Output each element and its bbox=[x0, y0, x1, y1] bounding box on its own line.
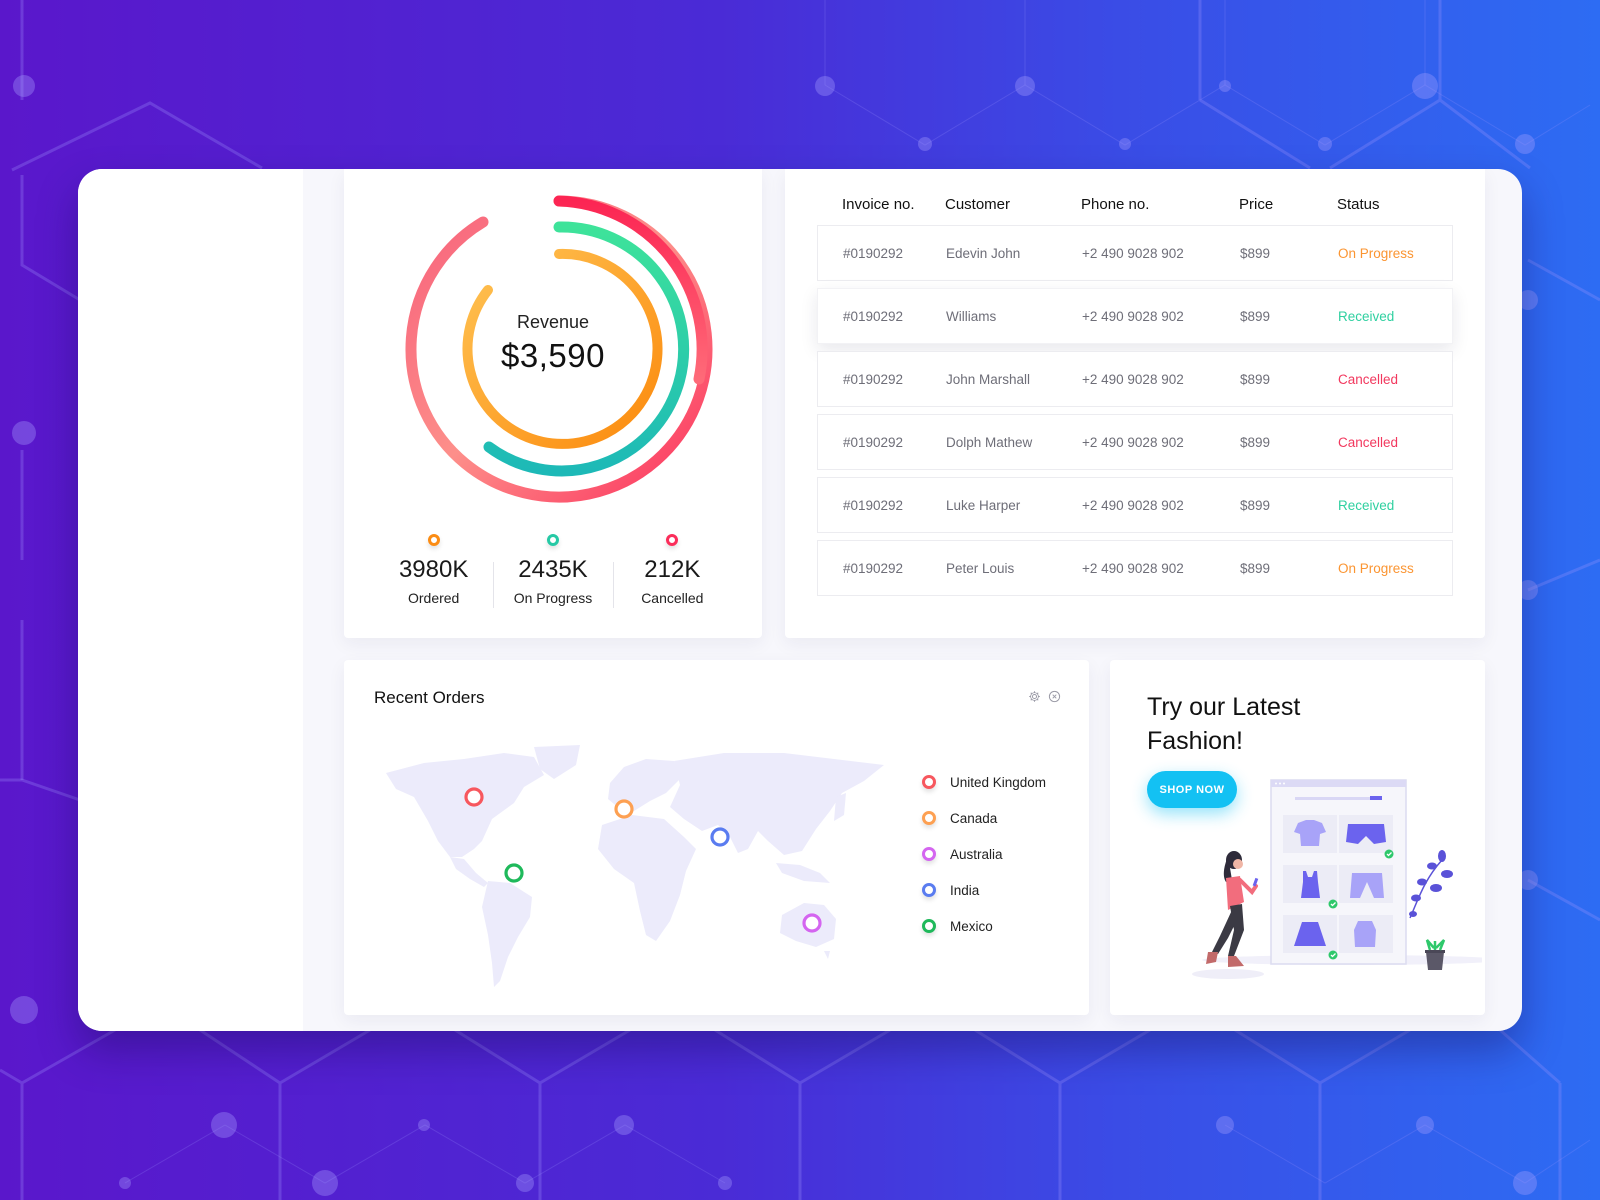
revenue-stats: 3980K Ordered 2435K On Progress 212K Can… bbox=[374, 534, 732, 608]
cell-customer: Williams bbox=[946, 308, 997, 324]
table-header: Invoice no. Customer Phone no. Price Sta… bbox=[817, 196, 1453, 220]
map-legend: United Kingdom Canada Australia India Me… bbox=[922, 764, 1046, 944]
shopping-illustration bbox=[1192, 779, 1482, 979]
marker-icon bbox=[922, 919, 936, 933]
fashion-promo-card: Try our Latest Fashion! SHOP NOW bbox=[1110, 660, 1485, 1015]
legend-label: United Kingdom bbox=[950, 774, 1047, 790]
cell-invoice: #0190292 bbox=[843, 308, 904, 324]
legend-label: India bbox=[950, 882, 980, 898]
column-header-price[interactable]: Price bbox=[1239, 196, 1274, 213]
stat-value: 212K bbox=[644, 556, 701, 583]
cell-phone: +2 490 9028 902 bbox=[1082, 308, 1184, 324]
cell-price: $899 bbox=[1240, 560, 1271, 576]
invoice-table-card: Invoice no. Customer Phone no. Price Sta… bbox=[785, 169, 1485, 638]
on-progress-dot-icon bbox=[546, 534, 559, 546]
cell-price: $899 bbox=[1240, 245, 1271, 261]
cell-invoice: #0190292 bbox=[843, 434, 904, 450]
stat-label: Ordered bbox=[407, 590, 460, 606]
cell-customer: Edevin John bbox=[946, 245, 1021, 261]
legend-item-australia[interactable]: Australia bbox=[922, 836, 1046, 872]
cell-phone: +2 490 9028 902 bbox=[1082, 560, 1184, 576]
status-badge: Cancelled bbox=[1338, 371, 1399, 387]
cell-customer: Dolph Mathew bbox=[946, 434, 1033, 450]
cell-price: $899 bbox=[1240, 308, 1271, 324]
legend-item-india[interactable]: India bbox=[922, 872, 1046, 908]
legend-item-united-kingdom[interactable]: United Kingdom bbox=[922, 764, 1046, 800]
stat-on-progress: 2435K On Progress bbox=[493, 534, 612, 608]
marker-icon bbox=[922, 847, 936, 861]
stat-label: Cancelled bbox=[641, 590, 704, 606]
gear-icon[interactable] bbox=[1028, 690, 1041, 703]
stat-ordered: 3980K Ordered bbox=[374, 534, 493, 606]
revenue-value: $3,590 bbox=[501, 337, 605, 374]
cell-customer: John Marshall bbox=[946, 371, 1031, 387]
close-icon[interactable] bbox=[1048, 690, 1061, 703]
cell-phone: +2 490 9028 902 bbox=[1082, 497, 1184, 513]
ordered-dot-icon bbox=[427, 534, 440, 546]
shop-now-button[interactable]: SHOP NOW bbox=[1147, 771, 1237, 808]
status-badge: On Progress bbox=[1338, 245, 1414, 261]
cell-price: $899 bbox=[1240, 497, 1271, 513]
cell-invoice: #0190292 bbox=[843, 497, 904, 513]
stat-cancelled: 212K Cancelled bbox=[612, 534, 732, 608]
recent-orders-card: Recent Orders bbox=[344, 660, 1089, 1015]
cell-phone: +2 490 9028 902 bbox=[1082, 245, 1184, 261]
cell-phone: +2 490 9028 902 bbox=[1082, 371, 1184, 387]
stat-value: 3980K bbox=[398, 556, 469, 583]
table-row[interactable]: #0190292 John Marshall +2 490 9028 902 $… bbox=[817, 351, 1453, 407]
column-header-status[interactable]: Status bbox=[1337, 196, 1380, 213]
revenue-summary: Revenue $3,590 bbox=[344, 312, 762, 375]
revenue-card: Revenue $3,590 3980K Ordered 2435K On Pr… bbox=[344, 169, 762, 638]
cell-price: $899 bbox=[1240, 434, 1271, 450]
legend-label: Canada bbox=[950, 810, 998, 826]
cell-customer: Peter Louis bbox=[946, 560, 1015, 576]
marker-icon bbox=[922, 811, 936, 825]
cell-phone: +2 490 9028 902 bbox=[1082, 434, 1184, 450]
column-header-phone[interactable]: Phone no. bbox=[1081, 196, 1150, 213]
legend-item-mexico[interactable]: Mexico bbox=[922, 908, 1046, 944]
status-badge: Cancelled bbox=[1338, 434, 1399, 450]
table-row[interactable]: #0190292 Peter Louis +2 490 9028 902 $89… bbox=[817, 540, 1453, 596]
stat-value: 2435K bbox=[518, 556, 588, 583]
status-badge: On Progress bbox=[1338, 560, 1414, 576]
table-row[interactable]: #0190292 Williams +2 490 9028 902 $899 R… bbox=[817, 288, 1453, 344]
column-header-invoice[interactable]: Invoice no. bbox=[842, 196, 915, 213]
cell-invoice: #0190292 bbox=[843, 245, 904, 261]
legend-label: Australia bbox=[950, 846, 1003, 862]
status-badge: Received bbox=[1338, 308, 1395, 324]
table-row[interactable]: #0190292 Edevin John +2 490 9028 902 $89… bbox=[817, 225, 1453, 281]
legend-item-canada[interactable]: Canada bbox=[922, 800, 1046, 836]
marker-icon bbox=[922, 883, 936, 897]
cell-price: $899 bbox=[1240, 371, 1271, 387]
card-actions bbox=[1028, 690, 1061, 703]
legend-label: Mexico bbox=[950, 918, 993, 934]
column-header-customer[interactable]: Customer bbox=[945, 196, 1011, 213]
cancelled-dot-icon bbox=[666, 534, 679, 546]
promo-title: Try our Latest Fashion! bbox=[1147, 693, 1301, 755]
status-badge: Received bbox=[1338, 497, 1395, 513]
cell-invoice: #0190292 bbox=[843, 560, 904, 576]
cell-invoice: #0190292 bbox=[843, 371, 904, 387]
sidebar bbox=[78, 169, 303, 1031]
world-map bbox=[386, 745, 884, 987]
dashboard-panel: Revenue $3,590 3980K Ordered 2435K On Pr… bbox=[78, 169, 1522, 1031]
table-row[interactable]: #0190292 Dolph Mathew +2 490 9028 902 $8… bbox=[817, 414, 1453, 470]
table-row[interactable]: #0190292 Luke Harper +2 490 9028 902 $89… bbox=[817, 477, 1453, 533]
revenue-ring-chart bbox=[405, 195, 713, 503]
cell-customer: Luke Harper bbox=[946, 497, 1021, 513]
revenue-label: Revenue bbox=[516, 312, 590, 332]
stat-label: On Progress bbox=[513, 590, 593, 606]
recent-orders-title: Recent Orders bbox=[374, 688, 485, 707]
marker-icon bbox=[922, 775, 936, 789]
